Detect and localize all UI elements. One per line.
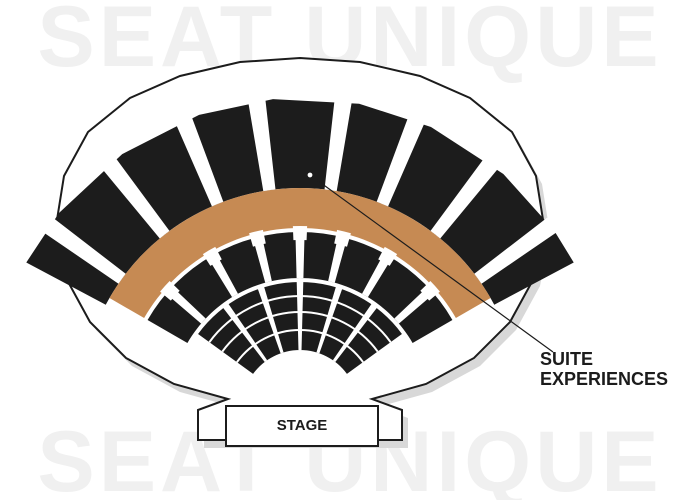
stage-label: STAGE bbox=[277, 417, 328, 434]
suite-callout-line2: EXPERIENCES bbox=[540, 369, 668, 389]
suite-callout: SUITE EXPERIENCES bbox=[540, 350, 668, 390]
suite-callout-line1: SUITE bbox=[540, 349, 593, 369]
stage-box: STAGE bbox=[225, 405, 379, 447]
